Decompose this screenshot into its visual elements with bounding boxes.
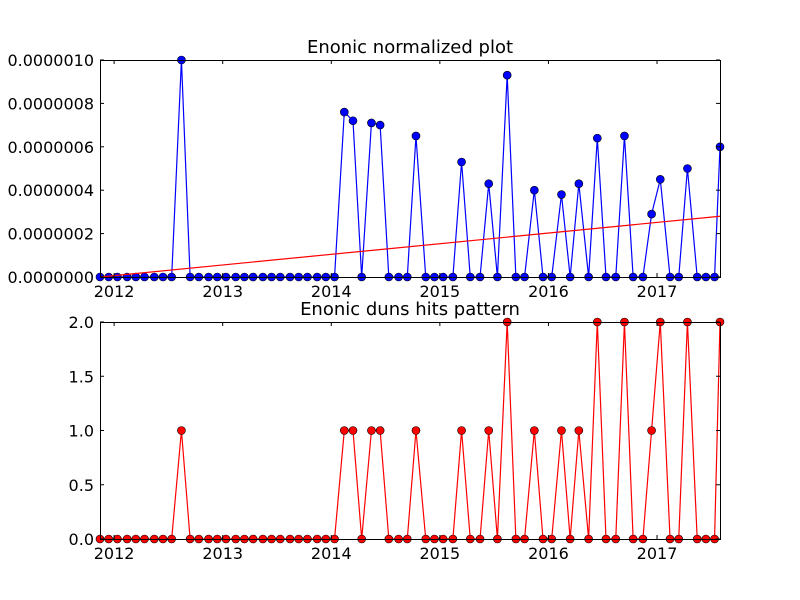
chart-duns-hits-pattern: Enonic duns hits pattern 2012 2013 2014 201… [69, 299, 725, 563]
x-tick-label: 2013 [202, 282, 243, 301]
x-tick-label: 2017 [637, 282, 678, 301]
data-point [484, 426, 494, 435]
data-point [375, 426, 385, 435]
chart-title: Enonic normalized plot [307, 37, 513, 58]
y-tick-label: 0.0 [69, 530, 94, 549]
data-point [557, 426, 566, 435]
x-tick-label: 2014 [311, 282, 352, 301]
data-point [592, 133, 602, 143]
data-point [348, 426, 358, 435]
data-point [530, 185, 539, 195]
axis-ticks: 2012 2013 2014 2015 2016 2017 0.0 0.5 1.0 1.5 2.0 [69, 313, 720, 563]
x-tick-label: 2012 [94, 544, 135, 563]
y-tick-label: 2.0 [69, 313, 94, 332]
axis-ticks: 2012 2013 2014 2015 2016 2017 0.0000000 0.00000… [7, 51, 720, 301]
data-point [484, 179, 494, 188]
y-tick-label: 0.5 [69, 476, 94, 495]
data-point [411, 426, 421, 435]
x-tick-label: 2013 [202, 544, 243, 563]
x-tick-label: 2016 [528, 282, 569, 301]
data-point [367, 118, 376, 128]
data-point [411, 131, 421, 141]
y-tick-label: 0.0000010 [7, 51, 94, 70]
data-point [367, 426, 376, 435]
data-point [348, 116, 358, 126]
data-point [557, 190, 566, 199]
y-tick-label: 1.0 [69, 422, 94, 441]
y-tick-label: 0.0000006 [7, 138, 94, 157]
data-point [647, 426, 656, 435]
data-point [340, 426, 349, 435]
data-point [574, 179, 584, 188]
data-point [177, 426, 186, 435]
y-tick-label: 0.0000000 [7, 268, 94, 287]
data-point [620, 131, 629, 141]
data-point [375, 120, 385, 130]
data-point [457, 157, 466, 167]
data-point [647, 209, 656, 219]
x-tick-label: 2012 [94, 282, 135, 301]
chart-normalized-plot: Enonic normalized plot 2012 2013 2014 2015 2… [7, 37, 725, 301]
data-point [574, 426, 584, 435]
x-tick-label: 2017 [637, 544, 678, 563]
data-point [530, 426, 539, 435]
y-tick-label: 0.0000004 [7, 181, 94, 200]
data-point [655, 175, 665, 184]
y-tick-label: 0.0000008 [7, 94, 94, 113]
plot-frame [100, 60, 721, 278]
data-point [457, 426, 466, 435]
x-tick-label: 2015 [420, 544, 461, 563]
series-line [99, 215, 721, 278]
data-point [502, 70, 512, 80]
chart-title: Enonic duns hits pattern [300, 299, 520, 320]
y-tick-label: 0.0000002 [7, 225, 94, 244]
data-point [340, 107, 349, 117]
x-tick-label: 2016 [528, 544, 569, 563]
x-tick-label: 2015 [420, 282, 461, 301]
data-point [683, 164, 692, 173]
x-tick-label: 2014 [311, 544, 352, 563]
y-tick-label: 1.5 [69, 367, 94, 386]
